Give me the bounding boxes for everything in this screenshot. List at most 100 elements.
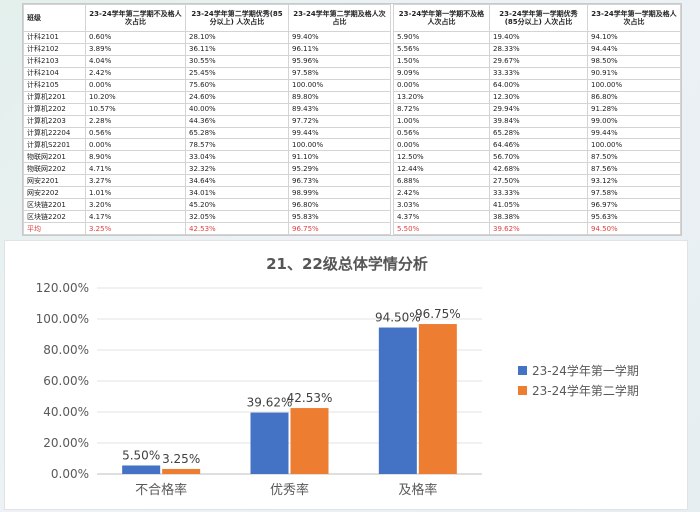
table-cell-value: 5.56%	[393, 42, 490, 56]
table-cell-value: 0.00%	[85, 78, 186, 92]
table-cell-value: 95.63%	[587, 210, 681, 223]
table-cell-value: 86.80%	[587, 90, 681, 104]
bar	[290, 408, 329, 474]
table-cell-value: 1.01%	[85, 186, 186, 200]
table-cell-value: 10.20%	[85, 90, 186, 104]
table-cell-value: 5.50%	[393, 222, 490, 235]
table-row: 5.56% 28.33% 94.44%	[393, 42, 681, 56]
table-cell-value: 64.46%	[489, 138, 588, 152]
table-cell-class: 计科2103	[23, 54, 86, 68]
header-t2-excellent: 23-24学年第二学期优秀(85分以上) 人次占比	[185, 4, 289, 32]
table-cell-value: 33.04%	[185, 150, 289, 164]
table-cell-value: 12.50%	[393, 150, 490, 164]
table-row: 物联网2201 8.90% 33.04% 91.10%	[23, 150, 391, 164]
table-cell-class: 计科2104	[23, 66, 86, 80]
table-cell-value: 32.32%	[185, 162, 289, 176]
header-t1-pass: 23-24学年第一学期及格人次占比	[587, 4, 681, 32]
bar	[162, 468, 201, 474]
table-row: 计算机2203 2.28% 44.36% 97.72%	[23, 114, 391, 128]
table-cell-value: 100.00%	[587, 138, 681, 152]
table-row: 0.00% 64.46% 100.00%	[393, 138, 681, 152]
table-cell-value: 97.72%	[288, 114, 391, 128]
table-cell-class: 计算机2201	[23, 90, 86, 104]
table-cell-class: 物联网2202	[23, 162, 86, 176]
table-cell-value: 56.70%	[489, 150, 588, 164]
table-cell-value: 4.04%	[85, 54, 186, 68]
table-cell-value: 89.80%	[288, 90, 391, 104]
table-cell-value: 34.01%	[185, 186, 289, 200]
header-t1-excellent: 23-24学年第一学期优秀(85分以上) 人次占比	[489, 4, 588, 32]
x-category-label: 优秀率	[270, 482, 309, 498]
table-cell-value: 1.00%	[393, 114, 490, 128]
table-cell-value: 44.36%	[185, 114, 289, 128]
table-cell-value: 33.33%	[489, 66, 588, 80]
data-label: 96.75%	[415, 307, 461, 321]
table-cell-class: 计算机2203	[23, 114, 86, 128]
table-cell-value: 98.99%	[288, 186, 391, 200]
table-cell-value: 95.96%	[288, 54, 391, 68]
table-cell-value: 19.40%	[489, 31, 588, 44]
legend-swatch	[518, 366, 527, 375]
y-tick-label: 60.00%	[43, 374, 89, 388]
legend-label: 23-24学年第二学期	[532, 383, 639, 398]
table-cell-value: 94.44%	[587, 42, 681, 56]
table-cell-value: 24.60%	[185, 90, 289, 104]
table-cell-value: 96.80%	[288, 198, 391, 212]
table-average-row: 平均 3.25% 42.53% 96.75%	[23, 222, 391, 235]
table-cell-value: 98.50%	[587, 54, 681, 68]
header-class: 班级	[23, 4, 86, 32]
table-cell-class: 计科2102	[23, 42, 86, 56]
table-cell-value: 38.38%	[489, 210, 588, 223]
table-row: 网安2202 1.01% 34.01% 98.99%	[23, 186, 391, 200]
table-cell-value: 4.17%	[85, 210, 186, 223]
table-row: 物联网2202 4.71% 32.32% 95.29%	[23, 162, 391, 176]
table-cell-value: 41.05%	[489, 198, 588, 212]
bar-chart: 21、22级总体学情分析 0.00% 20.00% 40.00% 60.00% 80.00…	[36, 255, 639, 498]
table-cell-value: 3.20%	[85, 198, 186, 212]
x-category-label: 及格率	[398, 482, 437, 498]
table-row: 计算机S2201 0.00% 78.57% 100.00%	[23, 138, 391, 152]
table-cell-value: 4.71%	[85, 162, 186, 176]
y-tick-label: 80.00%	[43, 343, 89, 357]
table-cell-value: 6.88%	[393, 174, 490, 188]
table-cell-value: 33.33%	[489, 186, 588, 200]
bar	[378, 327, 417, 474]
table-cell-value: 91.10%	[288, 150, 391, 164]
table-cell-value: 42.53%	[185, 222, 289, 235]
table-cell-value: 12.30%	[489, 90, 588, 104]
table-cell-value: 34.64%	[185, 174, 289, 188]
table-row: 12.50% 56.70% 87.50%	[393, 150, 681, 164]
table-cell-value: 96.75%	[288, 222, 391, 235]
header-t1-fail: 23-24学年第一学期不及格人次占比	[393, 4, 490, 32]
table-row: 计科2105 0.00% 75.60% 100.00%	[23, 78, 391, 92]
table-cell-value: 32.05%	[185, 210, 289, 223]
data-label: 3.25%	[162, 452, 200, 466]
table-cell-class: 网安2202	[23, 186, 86, 200]
table-cell-class: 计算机22204	[23, 126, 86, 140]
y-tick-label: 120.00%	[36, 281, 89, 295]
header-t2-pass: 23-24学年第二学期及格人次占比	[288, 4, 391, 32]
table-cell-value: 0.60%	[85, 31, 186, 44]
table-row: 区块链2202 4.17% 32.05% 95.83%	[23, 210, 391, 223]
chart-card: 21、22级总体学情分析 0.00% 20.00% 40.00% 60.00% 80.00…	[4, 240, 688, 510]
table-row: 9.09% 33.33% 90.91%	[393, 66, 681, 80]
table-row: 网安2201 3.27% 34.64% 96.73%	[23, 174, 391, 188]
table-row: 8.72% 29.94% 91.28%	[393, 102, 681, 116]
table-cell-value: 2.42%	[85, 66, 186, 80]
bar	[250, 412, 289, 474]
table-cell-value: 39.84%	[489, 114, 588, 128]
table-row: 计算机2201 10.20% 24.60% 89.80%	[23, 90, 391, 104]
table-cell-value: 10.57%	[85, 102, 186, 116]
table-row: 6.88% 27.50% 93.12%	[393, 174, 681, 188]
table-cell-value: 65.28%	[185, 126, 289, 140]
table-cell-value: 94.10%	[587, 31, 681, 44]
table-cell-value: 39.62%	[489, 222, 588, 235]
table-row: 计算机22204 0.56% 65.28% 99.44%	[23, 126, 391, 140]
y-tick-label: 40.00%	[43, 405, 89, 419]
table-cell-value: 3.27%	[85, 174, 186, 188]
table-cell-value: 5.90%	[393, 31, 490, 44]
table-cell-value: 2.42%	[393, 186, 490, 200]
table-cell-value: 3.03%	[393, 198, 490, 212]
legend-swatch	[518, 386, 527, 395]
table-cell-value: 91.28%	[587, 102, 681, 116]
